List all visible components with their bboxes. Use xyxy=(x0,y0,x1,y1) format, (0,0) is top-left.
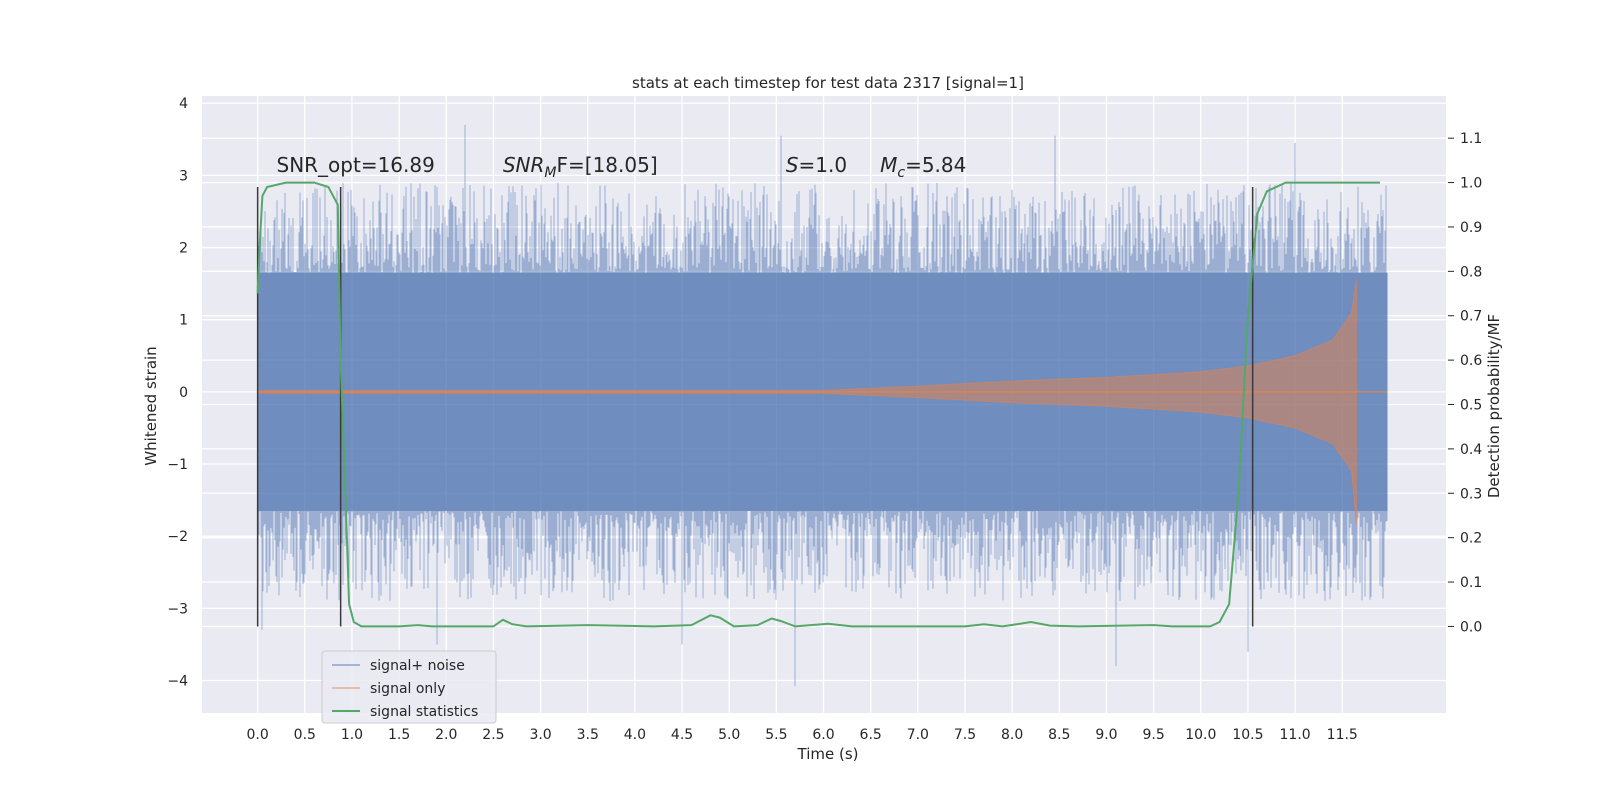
x-tick-label: 4.0 xyxy=(624,727,646,743)
x-tick-label: 11.5 xyxy=(1327,727,1358,743)
x-tick-label: 3.0 xyxy=(529,727,551,743)
x-tick-label: 8.0 xyxy=(1001,727,1023,743)
legend-label: signal statistics xyxy=(370,704,478,720)
y-tick-label-right: 0.1 xyxy=(1460,575,1482,591)
y-tick-label-right: 1.0 xyxy=(1460,176,1482,192)
y-axis-label-right: Detection probability/MF xyxy=(1485,314,1503,498)
chart-title: stats at each timestep for test data 231… xyxy=(632,74,1024,92)
annotation-text: Mc=5.84 xyxy=(880,153,966,181)
y-tick-label-left: −2 xyxy=(167,529,188,545)
y-tick-label-right: 0.7 xyxy=(1460,309,1482,325)
y-tick-label-right: 0.2 xyxy=(1460,531,1482,547)
x-tick-label: 5.5 xyxy=(765,727,787,743)
annotation-text: SNRMF=[18.05] xyxy=(503,153,658,181)
y-tick-label-right: 0.0 xyxy=(1460,619,1482,635)
x-tick-label: 7.5 xyxy=(954,727,976,743)
x-tick-label: 0.5 xyxy=(294,727,316,743)
x-tick-label: 10.5 xyxy=(1232,727,1263,743)
y-tick-label-right: 1.1 xyxy=(1460,131,1482,147)
legend-label: signal only xyxy=(370,681,445,697)
annotation-text: S=1.0 xyxy=(786,153,847,177)
y-tick-label-left: 2 xyxy=(179,241,188,257)
y-tick-label-right: 0.6 xyxy=(1460,353,1482,369)
x-tick-label: 7.0 xyxy=(907,727,929,743)
y-tick-label-left: 3 xyxy=(179,168,188,184)
x-tick-label: 5.0 xyxy=(718,727,740,743)
legend: signal+ noise signal only signal statistic… xyxy=(321,650,497,724)
axes-text: 4 3 2 1 0 −1 −2 −3 −4 1.1 1.0 0.9 0.8 0.7 0.6 0.5 0.4 0.3… xyxy=(167,96,1482,743)
x-axis-label: Time (s) xyxy=(797,745,859,763)
y-tick-label-left: −3 xyxy=(167,601,188,617)
y-tick-label-right: 0.4 xyxy=(1460,442,1482,458)
x-tick-label: 1.5 xyxy=(388,727,410,743)
legend-box xyxy=(321,650,497,724)
y-tick-label-left: 1 xyxy=(179,313,188,329)
legend-label: signal+ noise xyxy=(370,658,465,674)
x-tick-label: 3.5 xyxy=(577,727,599,743)
y-tick-label-right: 0.9 xyxy=(1460,220,1482,236)
y-tick-label-left: −4 xyxy=(167,674,188,690)
x-tick-label: 4.5 xyxy=(671,727,693,743)
x-tick-label: 6.5 xyxy=(860,727,882,743)
x-tick-label: 1.0 xyxy=(341,727,363,743)
annotation-text: SNR_opt=16.89 xyxy=(277,153,435,177)
y-tick-label-right: 0.5 xyxy=(1460,398,1482,414)
y-tick-label-right: 0.8 xyxy=(1460,264,1482,280)
x-tick-label: 0.0 xyxy=(247,727,269,743)
x-tick-label: 2.5 xyxy=(482,727,504,743)
y-tick-label-left: 0 xyxy=(179,385,188,401)
y-axis-label-left: Whitened strain xyxy=(142,346,160,465)
x-tick-label: 2.0 xyxy=(435,727,457,743)
series-signal-only xyxy=(257,279,1357,526)
x-tick-label: 9.5 xyxy=(1142,727,1164,743)
x-tick-label: 11.0 xyxy=(1280,727,1311,743)
annotations: SNR_opt=16.89 SNRMF=[18.05] S=1.0 Mc=5.84 xyxy=(277,153,967,181)
y-tick-label-left: −1 xyxy=(167,457,188,473)
x-tick-label: 10.0 xyxy=(1185,727,1216,743)
y-tick-label-right: 0.3 xyxy=(1460,486,1482,502)
y-tick-label-left: 4 xyxy=(179,96,188,112)
series-signal-statistics xyxy=(256,181,1380,628)
chart-marks xyxy=(256,124,1388,687)
x-tick-label: 6.0 xyxy=(812,727,834,743)
x-tick-label: 8.5 xyxy=(1048,727,1070,743)
x-tick-label: 9.0 xyxy=(1095,727,1117,743)
